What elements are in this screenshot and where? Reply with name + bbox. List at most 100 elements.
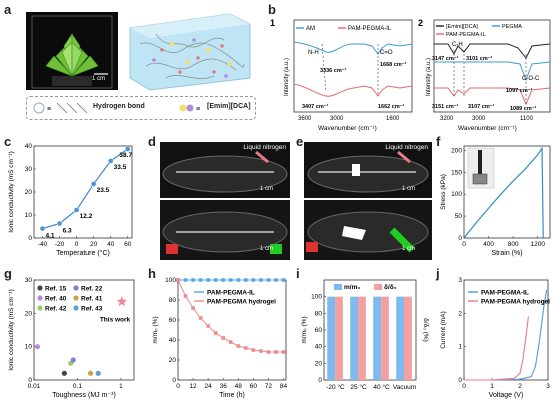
panel-label-c: c <box>4 134 12 149</box>
x-tick-label: 1 <box>490 383 494 390</box>
x-tick-label: 60 <box>124 241 132 248</box>
y-tick-label: 20 <box>25 310 33 317</box>
plant-photo: 1 cm <box>26 12 118 90</box>
y-tick-label: 200 <box>451 147 462 154</box>
data-point <box>251 348 256 352</box>
ftir-2-ann-1097: 1097 cm⁻¹ <box>506 87 533 94</box>
panel-label-g: g <box>4 266 12 281</box>
y-tick-label: 30 <box>25 166 33 173</box>
succulent-plant-image <box>31 15 113 89</box>
x-tick-label: 3 <box>546 383 550 390</box>
ftir-1-ann-1662: 1662 cm⁻¹ <box>378 103 405 110</box>
data-point <box>251 278 256 282</box>
ftir-1-legend-ionic: PAM-PEGMA-IL <box>348 26 392 32</box>
scale-bar-label-e: 1 cm <box>402 186 416 192</box>
y-tick-label: 150 <box>451 169 462 176</box>
data-point <box>221 336 226 340</box>
y-axis-label: m/m₀ (%) <box>301 316 308 343</box>
y-tick-label: 0 <box>318 377 322 384</box>
data-point <box>281 350 286 354</box>
y-tick-label: 40 <box>315 344 323 351</box>
data-label: 38.7 <box>119 152 132 159</box>
ftir-2-ann-3147: 3147 cm⁻¹ <box>432 55 459 62</box>
y-axis-label: m/m₀ (%) <box>152 316 159 343</box>
category-label: -20 °C <box>326 383 345 391</box>
bar <box>373 296 382 380</box>
chart-h-mass-retention: 0 12 24 36 48 60 72 84 0 20 40 60 80 100 Time (h) m/m₀ … <box>152 277 287 399</box>
data-label: 23.5 <box>97 187 110 194</box>
x-tick-label: 48 <box>235 383 243 390</box>
ftir-1-frame <box>293 19 413 113</box>
x-tick-label: 0 <box>462 241 466 248</box>
hbond-icon <box>33 102 45 114</box>
data-point <box>176 278 180 282</box>
ftir-1-ann-3407: 3407 cm⁻¹ <box>302 103 329 110</box>
x-tick-label: -20 <box>55 241 65 248</box>
panel-label-a: a <box>4 2 12 17</box>
data-point <box>266 350 271 354</box>
ftir-1-xlabel: Wavenumber (cm⁻¹) <box>318 125 377 132</box>
ftir-1-am-curve <box>293 41 413 55</box>
ftir-2-ann-3151: 3151 cm⁻¹ <box>432 103 459 110</box>
inset-sample <box>478 150 482 174</box>
data-point <box>56 220 63 227</box>
y-tick-label: 100 <box>165 277 176 284</box>
x-tick-label: 1 <box>119 383 123 390</box>
panel-label-j: j <box>436 266 440 281</box>
ftir-2-xlabel: Wavenumber (cm⁻¹) <box>458 125 517 132</box>
y-tick-label: 0 <box>172 377 176 384</box>
data-point <box>183 294 188 298</box>
ftir-1-num: 1 <box>270 18 275 28</box>
arrow-icon <box>255 150 269 164</box>
this-work-label: This work <box>100 317 131 324</box>
y-tick-label: 100 <box>451 191 462 198</box>
y-tick-label: 10 <box>25 212 33 219</box>
category-label: 25 °C <box>350 383 367 391</box>
data-point <box>244 278 248 282</box>
ftir-2-xtick-2: 1100 <box>520 116 534 122</box>
x-tick-label: 72 <box>265 383 273 390</box>
cation-icon <box>179 104 187 112</box>
ftir-2-ionic-liquid-curve <box>434 43 551 59</box>
ref-point <box>61 370 67 376</box>
x-axis-label: Voltage (V) <box>489 392 524 399</box>
x-tick-label: 0.01 <box>28 383 41 390</box>
data-point <box>183 278 188 282</box>
photo-e-top: Liquid nitrogen 1 cm <box>304 142 432 198</box>
ftir-1-nh: N-H <box>308 50 319 56</box>
stress-strain-curve <box>463 146 544 239</box>
svg-text:≡: ≡ <box>196 106 200 113</box>
scale-bar-label: 1 cm <box>92 76 106 82</box>
data-point <box>124 146 131 152</box>
legend-marker <box>37 285 43 291</box>
arrow-icon <box>397 150 411 164</box>
x-tick-label: 1200 <box>530 241 545 248</box>
x-axis-label: Strain (%) <box>491 250 522 257</box>
legend-label: PAM-PEGMA-IL <box>207 290 255 297</box>
y-tick-label: 0 <box>458 235 462 242</box>
y-tick-label: 0 <box>458 377 462 384</box>
liquid-nitrogen-tag-e: Liquid nitrogen <box>385 144 428 151</box>
ftir-2-ann-1089: 1089 cm⁻¹ <box>510 105 537 112</box>
y-tick-label: 80 <box>315 310 323 317</box>
x-tick-label: 0 <box>176 383 180 390</box>
ftir-1-ionic-curve <box>293 83 413 97</box>
scale-bar-label-d: 1 cm <box>260 186 274 192</box>
data-point <box>228 340 233 344</box>
x-tick-label: 400 <box>483 241 494 248</box>
ftir-1-xtick-1: 3000 <box>330 116 344 122</box>
data-point <box>259 278 263 282</box>
panel-label-b: b <box>268 2 276 17</box>
legend-label: Ref. 40 <box>45 296 67 303</box>
ftir-1-xtick-2: 1600 <box>386 116 400 122</box>
hydrogel-network-image <box>129 13 251 91</box>
panel-label-d: d <box>148 134 156 149</box>
y-tick-label: 100 <box>311 294 322 301</box>
data-point <box>107 158 114 164</box>
panel-label-e: e <box>296 134 304 149</box>
y-axis-label: Current (mA) <box>440 311 447 349</box>
y-axis-label: Ionic conductivity (mS cm⁻¹) <box>8 151 15 232</box>
data-point <box>266 278 271 282</box>
y-tick-label: 0 <box>28 377 32 384</box>
